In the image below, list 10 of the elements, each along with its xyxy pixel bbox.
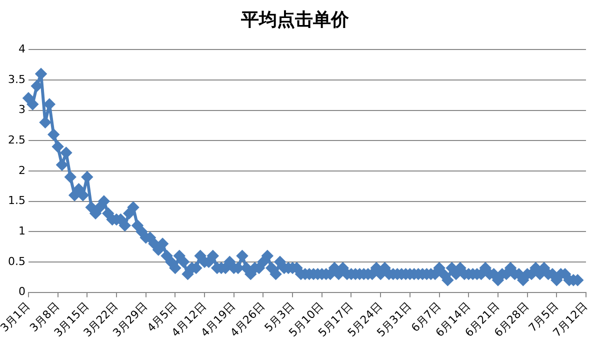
y-tick-label: 0 bbox=[18, 285, 26, 298]
y-tick-label: 4 bbox=[18, 42, 26, 56]
y-tick-label: 2.5 bbox=[8, 133, 26, 146]
y-tick-label: 1 bbox=[18, 224, 26, 238]
y-tick-label: 1.5 bbox=[8, 194, 26, 208]
y-tick-label: 3.5 bbox=[8, 72, 26, 86]
y-tick-label: 3 bbox=[18, 103, 26, 116]
chart-title: 平均点击单价 bbox=[240, 9, 350, 30]
y-tick-label: 0.5 bbox=[8, 254, 26, 268]
y-tick-label: 2 bbox=[18, 164, 26, 177]
